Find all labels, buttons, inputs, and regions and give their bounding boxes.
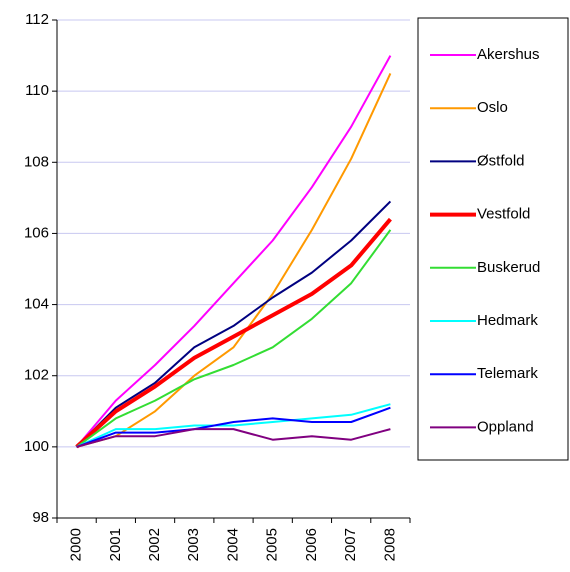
series-line bbox=[76, 72, 392, 448]
y-tick-label: 98 bbox=[32, 509, 49, 526]
x-tick-label: 2004 bbox=[224, 528, 241, 561]
y-tick-label: 108 bbox=[24, 153, 49, 170]
series-line bbox=[75, 55, 392, 448]
legend-label: Oppland bbox=[477, 418, 534, 435]
legend-label: Vestfold bbox=[477, 206, 530, 223]
x-tick-label: 2005 bbox=[264, 528, 281, 561]
series-line bbox=[75, 200, 392, 448]
series-line bbox=[76, 403, 391, 448]
series-line bbox=[75, 217, 392, 449]
series-line bbox=[76, 229, 392, 448]
y-tick-label: 102 bbox=[24, 367, 49, 384]
x-tick-label: 2008 bbox=[381, 528, 398, 561]
x-tick-label: 2000 bbox=[68, 528, 85, 561]
legend-label: Østfold bbox=[477, 152, 525, 169]
x-tick-label: 2001 bbox=[107, 528, 124, 561]
legend-label: Oslo bbox=[477, 99, 508, 116]
legend-label: Buskerud bbox=[477, 259, 540, 276]
y-tick-label: 110 bbox=[25, 82, 49, 99]
y-tick-label: 112 bbox=[25, 11, 49, 28]
y-tick-label: 106 bbox=[24, 224, 49, 241]
y-tick-label: 104 bbox=[24, 296, 49, 313]
legend-box bbox=[417, 17, 569, 461]
series-line bbox=[76, 406, 391, 448]
y-tick-label: 100 bbox=[24, 438, 49, 455]
legend-label: Akershus bbox=[477, 46, 540, 63]
legend-label: Hedmark bbox=[477, 312, 538, 329]
x-tick-label: 2007 bbox=[342, 528, 359, 561]
x-tick-label: 2006 bbox=[303, 528, 320, 561]
legend-label: Telemark bbox=[477, 365, 538, 382]
series-line bbox=[76, 428, 391, 448]
x-tick-label: 2003 bbox=[185, 528, 202, 561]
x-tick-label: 2002 bbox=[146, 528, 163, 561]
